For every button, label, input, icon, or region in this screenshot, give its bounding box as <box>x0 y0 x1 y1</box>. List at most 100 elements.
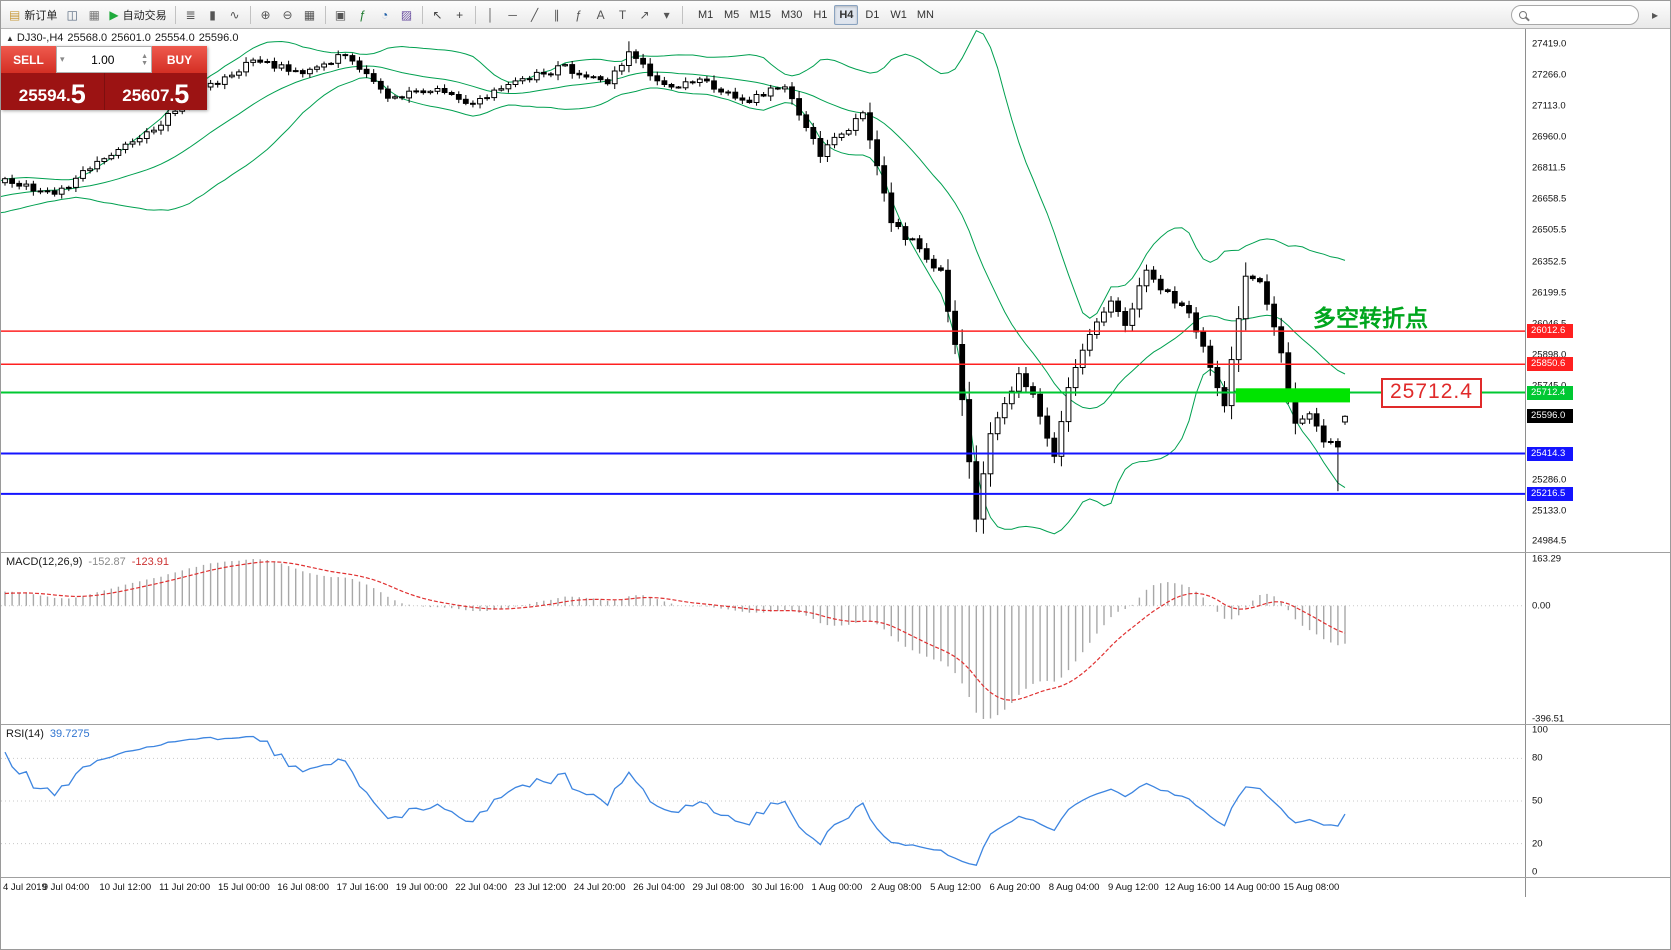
tile-windows-icon: ▣ <box>334 7 347 22</box>
highlight-zone[interactable] <box>1235 388 1350 403</box>
toolbar: ▤ 新订单 ◫ ▦ ▶ 自动交易 ≣ ▮ ∿ ⊕ ⊖ ▦ ▣ ƒ ◔ ▨ ↖ + │ ─ ╱ ∥ ƒ A T ↗ ▾ M1 M5 M15… <box>1 1 1670 29</box>
timeframe-M5[interactable]: M5 <box>723 8 740 21</box>
horizontal-line-icon: ─ <box>508 7 517 22</box>
timeframe-D1[interactable]: D1 <box>865 8 880 21</box>
macd-label: MACD(12,26,9) -152.87 -123.91 <box>6 556 169 568</box>
new-order-button[interactable]: ▤ 新订单 <box>5 4 61 26</box>
horizontal-line-icon[interactable]: ─ <box>502 4 524 26</box>
volume-dropdown-icon[interactable]: ▾ <box>60 54 65 64</box>
time-axis-label: 26 Jul 04:00 <box>633 882 685 893</box>
rsi-svg[interactable] <box>1 725 1525 877</box>
rsi-plot[interactable]: RSI(14) 39.7275 <box>1 725 1525 877</box>
price-scale[interactable]: 27419.0 27266.0 27113.0 26960.0 26811.5 26658… <box>1525 29 1670 552</box>
timeframe-H1[interactable]: H1 <box>813 8 828 21</box>
toolbar-separator <box>681 5 683 24</box>
volume-up-icon: ▲ <box>141 52 148 60</box>
search-input[interactable] <box>1532 8 1622 21</box>
macd-name: MACD(12,26,9) <box>6 556 83 568</box>
price-axis-label: 26960.0 <box>1532 131 1567 143</box>
symbol-search[interactable] <box>1511 4 1639 25</box>
buy-price[interactable]: 25607. 5 <box>105 73 208 110</box>
sell-button[interactable]: SELL <box>1 46 56 73</box>
time-axis-label: 4 Jul 2019 <box>3 882 47 893</box>
price-chart-svg[interactable] <box>1 29 1525 552</box>
macd-scale[interactable]: 163.29 0.00 -396.51 <box>1525 553 1670 725</box>
templates-icon[interactable]: ▨ <box>396 4 418 26</box>
price-callout[interactable]: 25712.4 <box>1381 378 1482 408</box>
auto-trading-button[interactable]: ▶ 自动交易 <box>105 4 170 26</box>
price-tag: 25596.0 <box>1527 409 1573 424</box>
rsi-scale[interactable]: 100 80 50 20 0 <box>1525 724 1670 878</box>
timeframe-MN[interactable]: MN <box>916 8 934 21</box>
crosshair-icon[interactable]: + <box>449 4 471 26</box>
time-axis-label: 5 Aug 12:00 <box>930 882 981 893</box>
timeframe-M30[interactable]: M30 <box>780 8 803 21</box>
indicators-icon[interactable]: ƒ <box>352 4 374 26</box>
sell-price[interactable]: 25594. 5 <box>1 73 104 110</box>
price-tag: 25712.4 <box>1527 385 1573 400</box>
macd-plot[interactable]: MACD(12,26,9) -152.87 -123.91 <box>1 553 1525 724</box>
periods-icon[interactable]: ◔ <box>374 4 396 26</box>
line-chart-icon: ∿ <box>229 7 240 22</box>
timeframe-W1[interactable]: W1 <box>890 8 907 21</box>
zoom-in-icon[interactable]: ⊕ <box>255 4 277 26</box>
line-chart-icon[interactable]: ∿ <box>224 4 246 26</box>
cursor-icon[interactable]: ↖ <box>427 4 449 26</box>
search-go-icon[interactable]: ▸ <box>1651 7 1659 22</box>
zoom-out-icon[interactable]: ⊖ <box>277 4 299 26</box>
volume-down-icon: ▼ <box>141 59 148 67</box>
dropdown-icon[interactable]: ▾ <box>656 4 678 26</box>
macd-svg[interactable] <box>1 553 1525 724</box>
buy-price-base: 25607. <box>122 86 175 105</box>
volume-input[interactable] <box>64 52 142 67</box>
channel-icon[interactable]: ∥ <box>546 4 568 26</box>
time-axis-label: 29 Jul 08:00 <box>692 882 745 893</box>
price-axis-label: 27113.0 <box>1532 100 1566 112</box>
time-axis[interactable]: 4 Jul 2019 9 Jul 04:00 10 Jul 12:00 11 Jul … <box>1 877 1670 897</box>
vertical-line-icon[interactable]: │ <box>480 4 502 26</box>
buy-price-big: 5 <box>174 79 190 110</box>
volume-spin-icons[interactable]: ▲ ▼ <box>141 53 148 67</box>
candlestick-chart-icon[interactable]: ▮ <box>202 4 224 26</box>
auto-trading-button-label: 自动交易 <box>122 9 167 22</box>
chart-window-icon[interactable]: ◫ <box>61 4 83 26</box>
trendline-icon[interactable]: ╱ <box>524 4 546 26</box>
channel-icon: ∥ <box>553 7 560 22</box>
profiles-icon[interactable]: ▦ <box>83 4 105 26</box>
bar-chart-icon[interactable]: ≣ <box>180 4 202 26</box>
rsi-axis-label: 0 <box>1532 866 1538 878</box>
bottom-filler <box>1 897 1670 949</box>
arrows-icon[interactable]: ↗ <box>634 4 656 26</box>
toolbar-separator <box>474 5 476 24</box>
tile-windows-icon[interactable]: ▣ <box>330 4 352 26</box>
text-icon[interactable]: A <box>590 4 612 26</box>
timeframe-M15[interactable]: M15 <box>749 8 771 21</box>
arrows-icon: ↗ <box>639 7 650 22</box>
main-chart-row: ▲ DJ30-,H4 25568.0 25601.0 25554.0 25596.0 SE… <box>1 29 1670 552</box>
ohlc-high: 25601.0 <box>111 32 151 44</box>
fibonacci-icon[interactable]: ƒ <box>568 4 590 26</box>
chart-window-icon: ◫ <box>66 7 79 22</box>
price-tag: 26012.6 <box>1527 324 1573 339</box>
time-axis-label: 23 Jul 12:00 <box>514 882 567 893</box>
rsi-line <box>4 735 1346 866</box>
buy-button[interactable]: BUY <box>152 46 207 73</box>
time-axis-corner <box>1525 878 1670 897</box>
price-divider <box>103 73 105 110</box>
time-axis-label: 30 Jul 16:00 <box>751 882 804 893</box>
rsi-axis-label: 20 <box>1532 838 1543 850</box>
fibonacci-icon: ƒ <box>575 7 582 22</box>
rsi-axis-label: 100 <box>1532 724 1548 736</box>
profiles-icon: ▦ <box>88 7 101 22</box>
label-icon[interactable]: T <box>612 4 634 26</box>
time-axis-labels: 4 Jul 2019 9 Jul 04:00 10 Jul 12:00 11 Jul … <box>1 878 1525 897</box>
turning-point-label[interactable]: 多空转折点 <box>1313 305 1428 331</box>
timeframe-H4[interactable]: H4 <box>834 4 859 25</box>
grid-icon[interactable]: ▦ <box>299 4 321 26</box>
price-plot[interactable]: ▲ DJ30-,H4 25568.0 25601.0 25554.0 25596.0 SE… <box>1 29 1525 552</box>
time-axis-label: 16 Jul 08:00 <box>277 882 330 893</box>
toolbar-separator <box>324 5 326 24</box>
macd-value-1: -152.87 <box>88 556 126 568</box>
volume-stepper[interactable]: ▾ ▲▼ <box>56 46 152 73</box>
timeframe-M1[interactable]: M1 <box>697 8 714 21</box>
